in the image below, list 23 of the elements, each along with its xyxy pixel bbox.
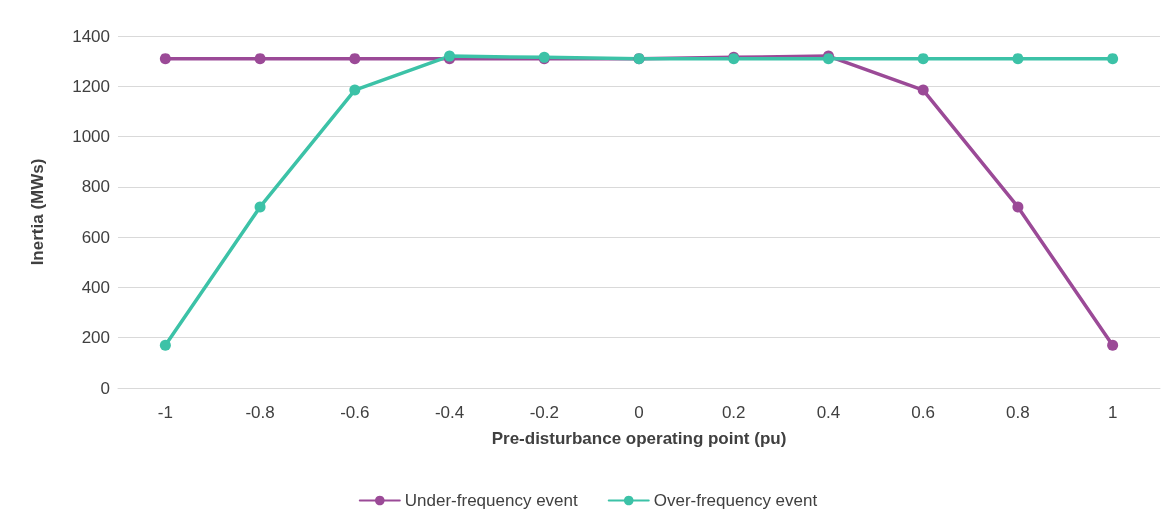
x-tick-label: 0.6	[911, 403, 935, 422]
y-tick-label: 800	[81, 177, 110, 197]
y-tick-label: 1400	[72, 26, 110, 46]
y-tick-label: 600	[81, 227, 110, 247]
x-tick-label: -0.6	[340, 403, 370, 422]
y-tick-label: 1200	[72, 76, 110, 96]
legend-label: Over-frequency event	[653, 491, 818, 510]
x-tick-label: -0.8	[245, 403, 275, 422]
y-axis-title: Inertia (MWs)	[28, 158, 47, 266]
x-axis-title: Pre-disturbance operating point (pu)	[491, 429, 787, 448]
y-tick-label: 400	[81, 277, 110, 297]
x-tick-label: 0	[634, 403, 644, 422]
y-tick-label: 1000	[72, 127, 110, 147]
y-tick-label: 0	[100, 378, 110, 398]
y-tick-label: 200	[81, 328, 110, 348]
x-tick-label: -0.2	[529, 403, 559, 422]
x-tick-label: 0.2	[721, 403, 746, 422]
x-tick-label: -0.4	[434, 403, 465, 422]
x-tick-label: 0.4	[816, 403, 841, 422]
legend-label: Under-frequency event	[404, 491, 579, 510]
x-tick-label: 1	[1107, 403, 1118, 422]
x-tick-label: -1	[157, 403, 173, 422]
x-tick-label: 0.8	[1006, 403, 1030, 422]
